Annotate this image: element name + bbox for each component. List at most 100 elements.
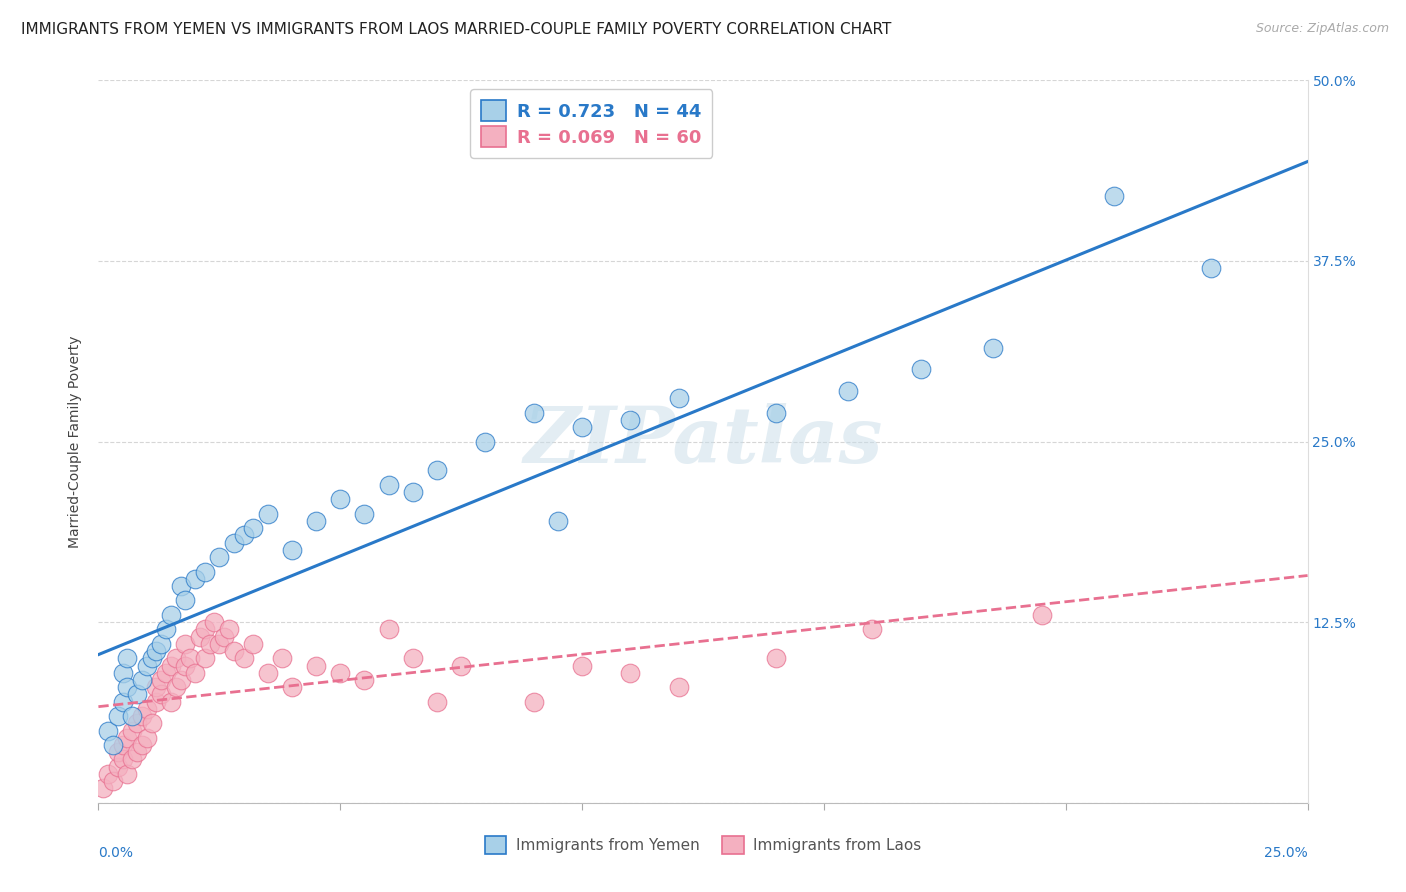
Text: 0.0%: 0.0% xyxy=(98,847,134,860)
Point xyxy=(145,695,167,709)
Point xyxy=(117,767,139,781)
Point xyxy=(155,623,177,637)
Text: ZIPatlas: ZIPatlas xyxy=(523,403,883,480)
Point xyxy=(117,680,139,694)
Point xyxy=(135,702,157,716)
Point xyxy=(329,665,352,680)
Point xyxy=(353,673,375,687)
Point xyxy=(668,680,690,694)
Point xyxy=(117,731,139,745)
Point xyxy=(281,680,304,694)
Point xyxy=(135,658,157,673)
Point xyxy=(127,745,149,759)
Point xyxy=(131,673,153,687)
Point xyxy=(160,695,183,709)
Point xyxy=(222,535,245,549)
Point xyxy=(547,514,569,528)
Point xyxy=(145,644,167,658)
Point xyxy=(474,434,496,449)
Point xyxy=(426,695,449,709)
Point xyxy=(131,709,153,723)
Point xyxy=(281,542,304,557)
Point xyxy=(91,781,114,796)
Point xyxy=(135,731,157,745)
Point xyxy=(194,623,217,637)
Point xyxy=(208,637,231,651)
Point xyxy=(131,738,153,752)
Point xyxy=(194,565,217,579)
Point xyxy=(107,760,129,774)
Point xyxy=(910,362,932,376)
Point xyxy=(107,709,129,723)
Point xyxy=(256,665,278,680)
Point xyxy=(160,658,183,673)
Point xyxy=(179,651,201,665)
Point xyxy=(377,623,399,637)
Point xyxy=(127,687,149,701)
Point xyxy=(121,723,143,738)
Point xyxy=(619,413,641,427)
Point xyxy=(305,658,328,673)
Point xyxy=(426,463,449,477)
Text: IMMIGRANTS FROM YEMEN VS IMMIGRANTS FROM LAOS MARRIED-COUPLE FAMILY POVERTY CORR: IMMIGRANTS FROM YEMEN VS IMMIGRANTS FROM… xyxy=(21,22,891,37)
Point xyxy=(242,521,264,535)
Point xyxy=(188,630,211,644)
Point xyxy=(150,687,173,701)
Point xyxy=(981,341,1004,355)
Point xyxy=(111,752,134,766)
Point xyxy=(232,651,254,665)
Point xyxy=(150,673,173,687)
Legend: Immigrants from Yemen, Immigrants from Laos: Immigrants from Yemen, Immigrants from L… xyxy=(479,830,927,860)
Point xyxy=(169,579,191,593)
Point xyxy=(97,723,120,738)
Point xyxy=(377,478,399,492)
Point xyxy=(107,745,129,759)
Point xyxy=(101,774,124,789)
Point xyxy=(837,384,859,398)
Point xyxy=(668,391,690,405)
Point xyxy=(571,658,593,673)
Point xyxy=(765,406,787,420)
Text: Source: ZipAtlas.com: Source: ZipAtlas.com xyxy=(1256,22,1389,36)
Point xyxy=(121,752,143,766)
Point xyxy=(174,658,197,673)
Point xyxy=(242,637,264,651)
Point xyxy=(208,550,231,565)
Point xyxy=(619,665,641,680)
Point xyxy=(165,680,187,694)
Point xyxy=(1031,607,1053,622)
Point xyxy=(523,695,546,709)
Point xyxy=(271,651,294,665)
Point xyxy=(212,630,235,644)
Point xyxy=(165,651,187,665)
Point xyxy=(1102,189,1125,203)
Point xyxy=(222,644,245,658)
Point xyxy=(141,716,163,731)
Point xyxy=(523,406,546,420)
Point xyxy=(402,651,425,665)
Text: 25.0%: 25.0% xyxy=(1264,847,1308,860)
Point xyxy=(1199,261,1222,276)
Y-axis label: Married-Couple Family Poverty: Married-Couple Family Poverty xyxy=(69,335,83,548)
Point xyxy=(198,637,221,651)
Point xyxy=(184,572,207,586)
Point xyxy=(141,651,163,665)
Point xyxy=(174,593,197,607)
Point xyxy=(305,514,328,528)
Point xyxy=(329,492,352,507)
Point xyxy=(121,709,143,723)
Point xyxy=(860,623,883,637)
Point xyxy=(402,485,425,500)
Point xyxy=(150,637,173,651)
Point xyxy=(232,528,254,542)
Point xyxy=(97,767,120,781)
Point xyxy=(571,420,593,434)
Point xyxy=(218,623,240,637)
Point xyxy=(194,651,217,665)
Point xyxy=(450,658,472,673)
Point xyxy=(155,665,177,680)
Point xyxy=(160,607,183,622)
Point xyxy=(101,738,124,752)
Point xyxy=(127,716,149,731)
Point xyxy=(111,738,134,752)
